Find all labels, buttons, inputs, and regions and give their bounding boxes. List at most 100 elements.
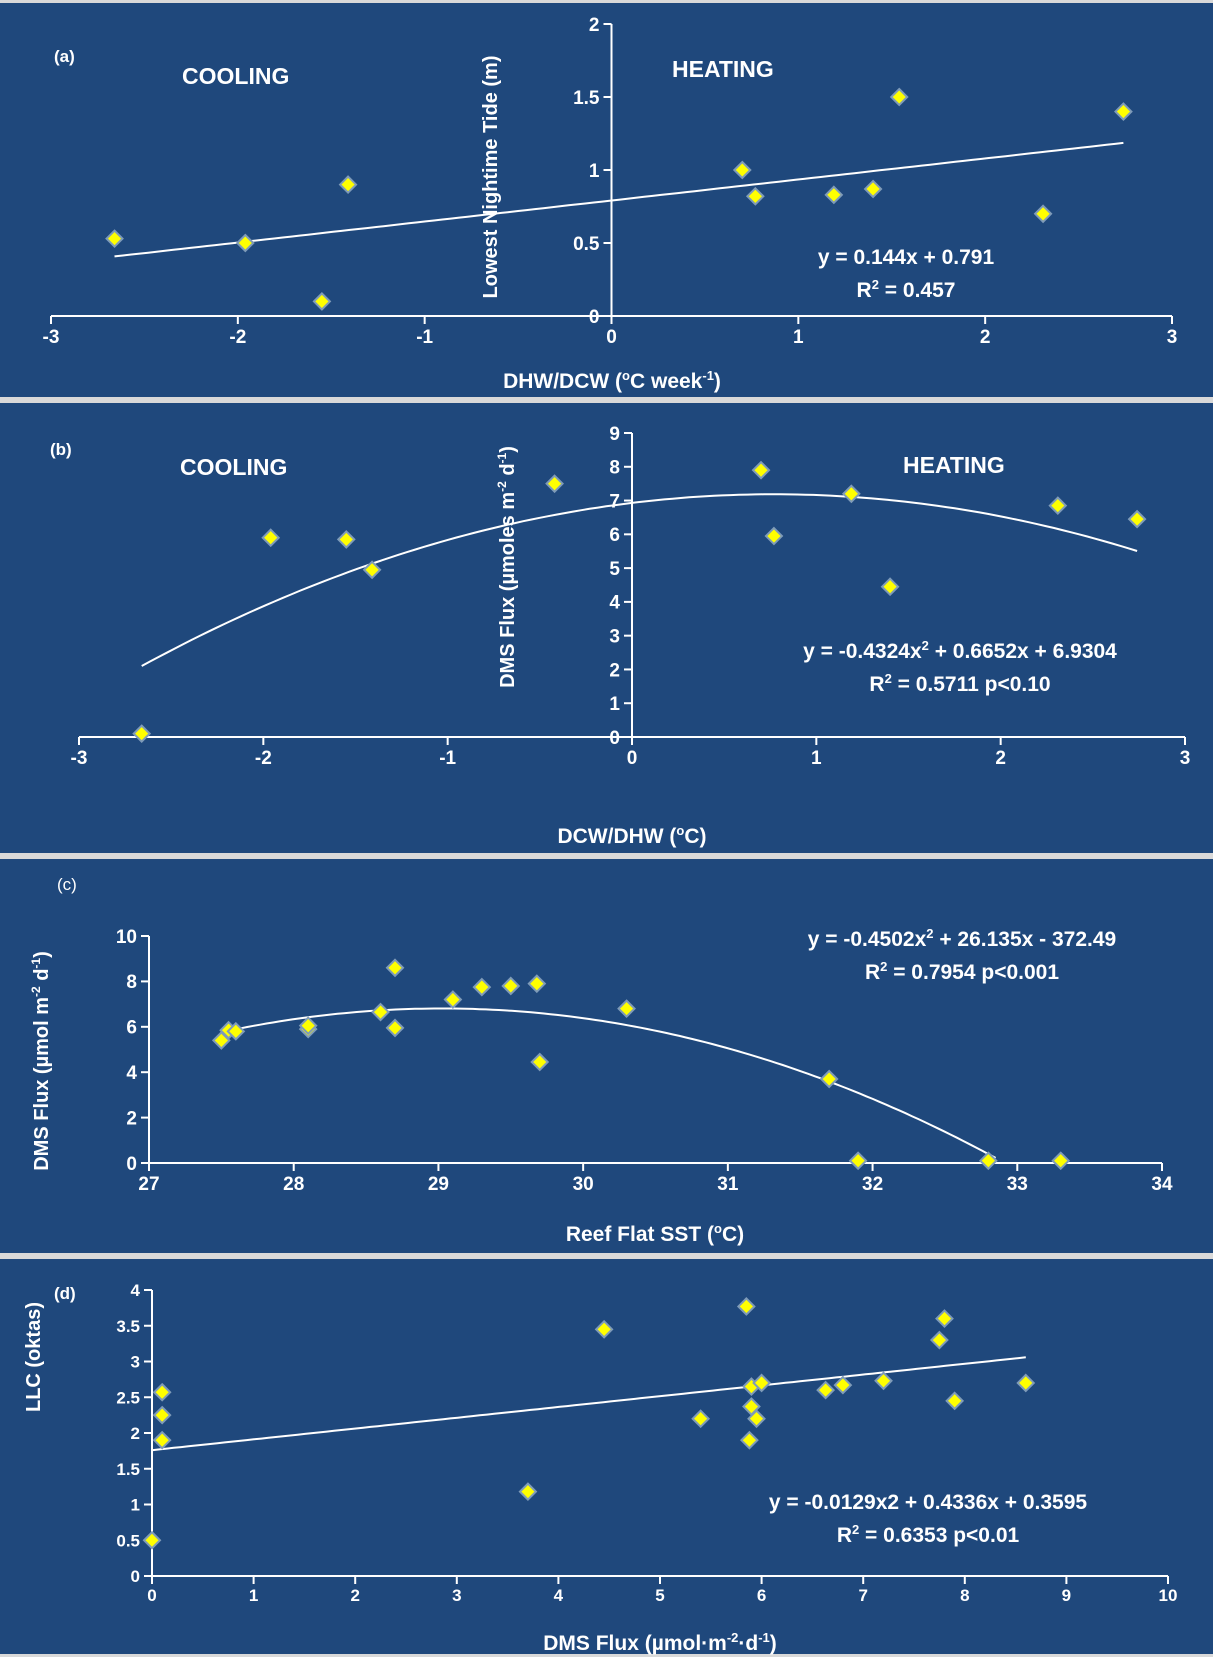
data-point-4	[518, 1482, 538, 1502]
data-point-8	[880, 577, 900, 597]
chart-d-r2: R2 = 0.6353 p<0.01	[837, 1522, 1020, 1547]
data-point-2	[226, 1021, 246, 1041]
data-point-4	[298, 1016, 318, 1036]
x-tick-label: 7	[858, 1586, 867, 1605]
data-point-4	[545, 474, 564, 494]
data-point-16	[978, 1151, 998, 1171]
x-tick-label: 10	[1159, 1586, 1178, 1605]
data-point-0	[211, 1031, 231, 1050]
chart-b-plot: -3 -2 -1 0 1 2 3 0 1 2 3 4 5 6 7 8 9	[0, 400, 1213, 856]
chart-d-ylabel: LLC (oktas)	[23, 1302, 45, 1412]
x-tick-label: 0	[606, 327, 617, 348]
y-tick-label: 1.5	[116, 1460, 140, 1479]
chart-b-equation: y = -0.4324x2 + 0.6652x + 6.9304	[803, 638, 1117, 663]
chart-b-annotation-heating: HEATING	[903, 452, 1005, 478]
trendline	[114, 141, 1124, 258]
y-tick-label: 2	[126, 1108, 137, 1129]
chart-d-plot: 0 1 2 3 4 5 6 7 8 9 10 0 0.5 1 1.5 2 2.5 3 3.5 4	[0, 1256, 1213, 1657]
panel-border-top	[0, 0, 1213, 3]
x-tick-label: 2	[995, 748, 1006, 769]
x-tick-label: 30	[573, 1174, 594, 1195]
chart-a-ylabel: Lowest Nightime Tide (m)	[480, 56, 502, 299]
data-point-16	[929, 1330, 949, 1350]
x-tick-label: 0	[627, 748, 638, 769]
x-tick-label: 27	[138, 1174, 159, 1195]
data-point-7	[385, 958, 405, 978]
panel-border-bottom	[0, 397, 1213, 400]
data-point-3	[362, 560, 382, 580]
chart-c-xlabel: Reef Flat SST (oC)	[566, 1221, 744, 1246]
trendline	[221, 1007, 997, 1159]
panel-border-top	[0, 1256, 1213, 1259]
data-point-5	[371, 1002, 390, 1022]
panel-border-top	[0, 856, 1213, 859]
data-point-2	[336, 529, 356, 549]
y-tick-label: 0	[609, 728, 620, 749]
data-point-14	[819, 1069, 839, 1089]
data-point-14	[833, 1375, 853, 1395]
x-tick-label: 32	[862, 1174, 883, 1195]
y-tick-label: 2	[609, 660, 620, 681]
chart-b-ylabel: DMS Flux (µmoles m-2 d-1)	[495, 446, 519, 688]
x-tick-label: -2	[255, 748, 272, 769]
data-point-6	[764, 526, 784, 546]
data-point-9	[1033, 204, 1053, 224]
chart-b-panel-label: (b)	[50, 440, 72, 459]
chart-c-plot: 27 28 29 30 31 32 33 34 0 2 4 6 8 10	[0, 856, 1213, 1256]
data-point-9	[1048, 496, 1068, 516]
chart-a-r2: R2 = 0.457	[857, 277, 956, 302]
panel-border-bottom	[0, 853, 1213, 856]
y-tick-label: 8	[126, 972, 137, 993]
data-point-6	[691, 1409, 711, 1429]
data-point-3	[338, 175, 358, 195]
data-point-17	[1051, 1151, 1071, 1171]
chart-a-equation: y = 0.144x + 0.791	[818, 246, 995, 269]
x-tick-label: 4	[554, 1586, 564, 1605]
y-tick-label: 0.5	[573, 234, 600, 255]
x-tick-label: 2	[350, 1586, 359, 1605]
y-tick-label: 0	[589, 307, 600, 328]
data-point-0	[105, 229, 124, 249]
trendline	[151, 1356, 1026, 1452]
chart-c-ylabel: DMS Flux (µmol m-2 d-1)	[29, 951, 53, 1171]
y-tick-label: 5	[609, 559, 620, 580]
x-tick-label: 3	[452, 1586, 461, 1605]
y-tick-label: 4	[131, 1281, 141, 1300]
y-tick-label: 1.5	[573, 88, 600, 109]
data-point-1	[261, 528, 281, 548]
data-point-0	[132, 724, 152, 744]
chart-d-background	[0, 1256, 1213, 1657]
y-tick-label: 2	[589, 15, 600, 36]
y-tick-label: 3.5	[116, 1317, 140, 1336]
chart-b-svg: -3 -2 -1 0 1 2 3 0 1 2 3 4 5 6 7 8 9 (b) COOLING HEATING…	[0, 400, 1213, 856]
y-tick-label: 6	[126, 1018, 137, 1039]
data-point-13	[816, 1380, 836, 1400]
x-tick-label: 1	[793, 327, 804, 348]
x-tick-label: -3	[71, 748, 88, 769]
data-point-2	[152, 1405, 172, 1425]
data-point-8	[443, 990, 463, 1009]
x-tick-label: -3	[43, 327, 60, 348]
x-tick-label: -1	[416, 327, 433, 348]
chart-c-background	[0, 856, 1213, 1256]
data-point-2	[312, 291, 332, 311]
data-point-4	[732, 160, 752, 180]
y-tick-label: 2.5	[116, 1388, 140, 1407]
chart-b-xlabel: DCW/DHW (oC)	[557, 823, 706, 848]
x-tick-label: 5	[655, 1586, 664, 1605]
y-tick-label: 6	[609, 525, 620, 546]
y-tick-label: 4	[609, 593, 620, 614]
chart-a-panel-label: (a)	[54, 47, 75, 66]
y-tick-label: 9	[609, 424, 620, 445]
panel-border-bottom	[0, 1253, 1213, 1256]
x-tick-label: 1	[811, 748, 822, 769]
y-tick-label: 8	[609, 458, 620, 479]
x-tick-label: -2	[229, 327, 246, 348]
data-point-12	[530, 1052, 550, 1072]
chart-c-r2: R2 = 0.7954 p<0.001	[865, 959, 1059, 984]
y-tick-label: 3	[609, 627, 620, 648]
data-point-5	[594, 1319, 614, 1339]
y-tick-label: 10	[116, 927, 137, 948]
data-point-8	[739, 1430, 759, 1450]
data-point-7	[863, 179, 883, 199]
